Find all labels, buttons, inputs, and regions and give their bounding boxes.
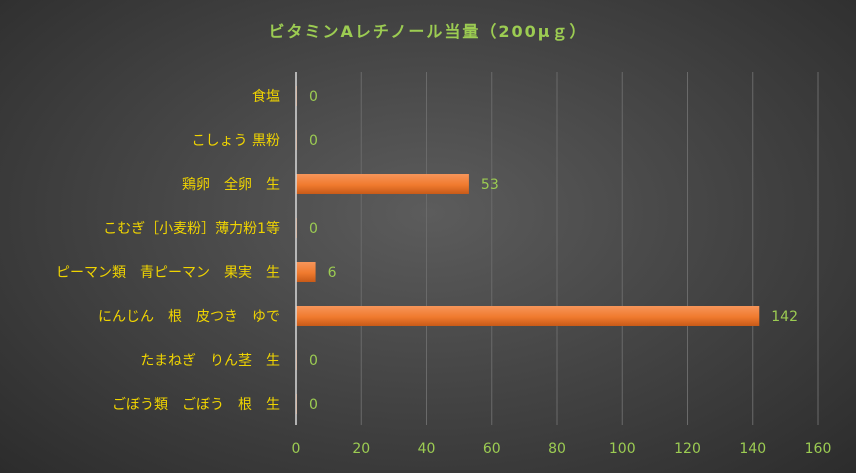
category-label: 鶏卵 全卵 生	[182, 176, 280, 193]
x-tick-label: 80	[548, 441, 566, 457]
x-tick-label: 100	[609, 441, 636, 457]
category-label: ごぼう類 ごぼう 根 生	[112, 397, 280, 413]
x-tick-label: 40	[418, 441, 436, 457]
bar	[296, 306, 760, 326]
x-tick-label: 120	[674, 441, 701, 457]
data-label: 0	[309, 221, 318, 237]
data-label: 0	[309, 397, 318, 413]
chart-title: ビタミンAレチノール当量（200μｇ）	[268, 22, 588, 41]
data-label: 0	[309, 353, 318, 369]
category-label: 食塩	[252, 88, 280, 105]
category-label: にんじん 根 皮つき ゆで	[98, 309, 280, 325]
category-label: たまねぎ りん茎 生	[140, 353, 280, 369]
category-label: こむぎ［小麦粉］薄力粉1等	[103, 220, 280, 237]
category-label: こしょう 黒粉	[192, 133, 280, 149]
x-tick-label: 160	[805, 441, 832, 457]
data-label: 53	[481, 177, 499, 193]
bar	[296, 262, 316, 282]
x-tick-label: 20	[352, 441, 370, 457]
x-tick-label: 0	[292, 441, 301, 457]
gridlines	[360, 72, 819, 425]
bars	[296, 86, 760, 414]
data-label: 0	[309, 133, 318, 149]
x-tick-label: 140	[739, 441, 766, 457]
category-label: ピーマン類 青ピーマン 果実 生	[56, 265, 280, 281]
data-label: 6	[328, 265, 337, 281]
data-label: 142	[771, 309, 798, 325]
x-tick-label: 60	[483, 441, 501, 457]
data-label: 0	[309, 89, 318, 105]
bar	[296, 174, 469, 194]
